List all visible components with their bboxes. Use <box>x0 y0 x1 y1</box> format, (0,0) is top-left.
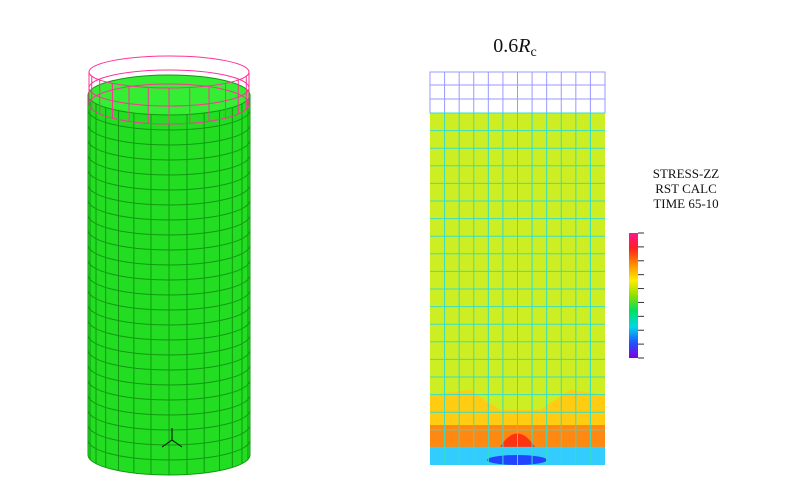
legend-line: RST CALC <box>655 181 717 196</box>
mesh-line <box>87 439 251 461</box>
mesh-line <box>87 139 251 161</box>
color-bar <box>629 233 638 358</box>
legend-line: TIME 65-10 <box>653 196 718 211</box>
axis-triad <box>161 428 183 448</box>
mesh-line <box>87 409 251 431</box>
load-cage <box>88 55 250 125</box>
mesh-line <box>87 199 251 221</box>
mesh-line <box>87 289 251 311</box>
title-subscript: c <box>531 45 537 60</box>
mesh-line <box>87 424 251 446</box>
legend-line: STRESS-ZZ <box>653 166 720 181</box>
mesh-line <box>87 334 251 356</box>
mesh-line <box>87 379 251 401</box>
mesh-line <box>87 304 251 326</box>
mesh-line <box>87 184 251 206</box>
contour-panel <box>429 71 606 465</box>
mesh-line <box>87 124 251 146</box>
mesh-line <box>87 364 251 386</box>
title-prefix: 0.6 <box>493 35 518 57</box>
mesh-line <box>87 274 251 296</box>
mesh-line <box>87 349 251 371</box>
mesh-line <box>87 169 251 191</box>
mesh-line <box>87 154 251 176</box>
color-bar-ticks <box>638 232 644 359</box>
title-symbol: R <box>517 35 530 57</box>
mesh-line <box>87 214 251 236</box>
mesh-line <box>87 394 251 416</box>
mesh-line <box>87 229 251 251</box>
mesh-line <box>87 109 251 131</box>
panel-title: 0.6Rc <box>493 35 536 60</box>
mesh-line <box>87 244 251 266</box>
cylinder-model <box>87 74 251 476</box>
mesh-line <box>87 259 251 281</box>
mesh-line <box>87 319 251 341</box>
